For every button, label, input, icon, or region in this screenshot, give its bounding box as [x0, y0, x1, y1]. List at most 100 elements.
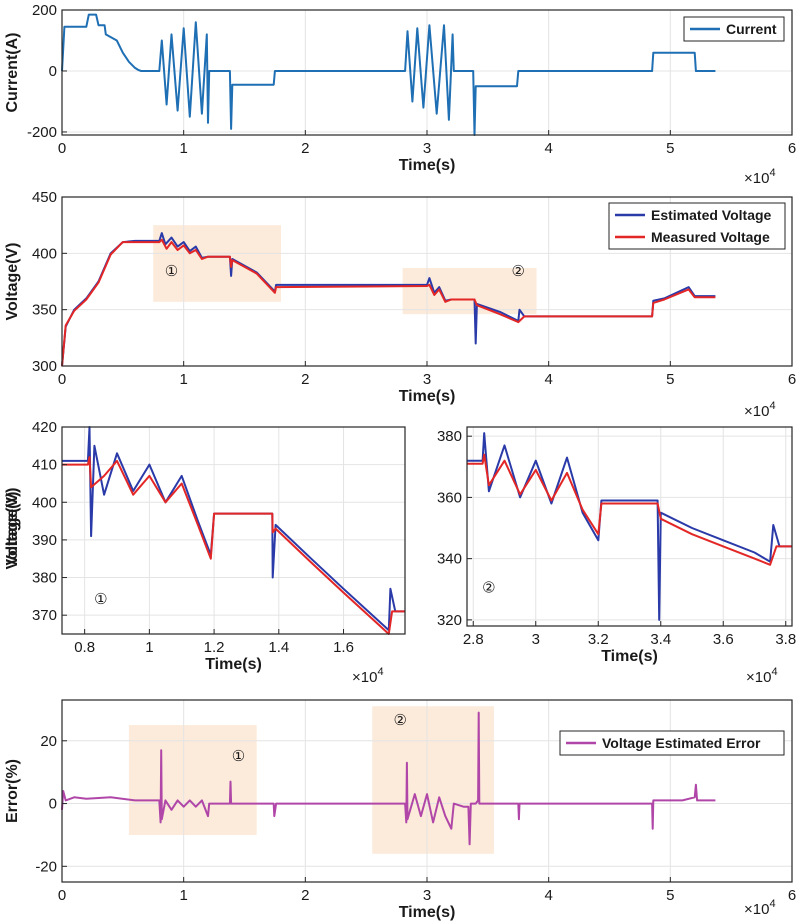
- y-tick-label: 380: [437, 428, 462, 445]
- y-tick-label: 320: [437, 612, 462, 629]
- region-marker: ②: [482, 579, 495, 596]
- y-tick-label: 0: [49, 63, 57, 80]
- y-tick-label: 300: [32, 358, 57, 375]
- region-marker: ②: [394, 712, 407, 729]
- x-axis-label: Time(s): [205, 656, 262, 673]
- x-tick-label: 3: [423, 887, 431, 904]
- y-tick-label: 20: [40, 733, 57, 750]
- x-tick-label: 3.4: [650, 631, 671, 648]
- series-line-measured-voltage: [467, 453, 792, 566]
- x-tick-label: 2: [301, 140, 309, 157]
- x-tick-label: 6: [788, 140, 796, 157]
- y-tick-label: 370: [32, 607, 57, 624]
- plot-frame: [466, 426, 793, 627]
- highlight-region-1: [128, 725, 257, 835]
- x-tick-label: 1: [179, 887, 187, 904]
- y-tick-label: 200: [32, 2, 57, 19]
- x-axis-label: Time(s): [399, 388, 456, 405]
- y-tick-label: 380: [32, 570, 57, 587]
- x-axis-label: Time(s): [601, 648, 658, 665]
- x-axis-multiplier: ×104: [744, 400, 776, 420]
- x-tick-label: 3: [423, 140, 431, 157]
- region-marker: ①: [94, 591, 107, 608]
- x-tick-label: 4: [544, 140, 552, 157]
- y-axis-label: Error(%): [4, 759, 21, 823]
- series-line-estimated-voltage: [62, 426, 405, 632]
- y-axis-label: Current(A): [4, 33, 21, 113]
- y-tick-label: -200: [27, 124, 57, 141]
- legend-label: Current: [726, 21, 777, 37]
- y-tick-label: 340: [437, 551, 462, 568]
- region-marker: ①: [232, 748, 245, 765]
- chart-voltage-full: 0 1 2 3 4 5 6 450 400 350 300 Time(s) Voltage(V) ×104…: [4, 189, 796, 420]
- chart-current: 0 1 2 3 4 5 62000-200Time(s)Current(A)×104Curr…: [4, 2, 796, 187]
- y-tick-label: 420: [32, 419, 57, 436]
- x-axis-multiplier: ×104: [744, 167, 776, 187]
- y-tick-label: 450: [32, 189, 57, 206]
- x-tick-label: 3.8: [775, 631, 796, 648]
- y-tick-label: -20: [35, 858, 57, 875]
- highlight-region-2: [402, 267, 537, 315]
- legend-label: Measured Voltage: [651, 229, 770, 245]
- x-tick-label: 6: [788, 371, 796, 388]
- x-axis-label: Time(s): [399, 904, 456, 921]
- x-tick-label: 4: [544, 887, 552, 904]
- legend-label: Voltage Estimated Error: [602, 735, 761, 751]
- y-tick-label: 350: [32, 302, 57, 319]
- series-line-measured-voltage: [61, 238, 716, 367]
- legend: Current: [683, 16, 785, 42]
- x-tick-label: 5: [666, 887, 674, 904]
- x-tick-label: 1.2: [204, 639, 225, 656]
- chart-voltage-zoom-2: 2.8 3 3.2 3.4 3.6 3.8 380 360 340 320 Time(s) Volta…: [4, 426, 796, 686]
- legend: Voltage Estimated Error: [559, 730, 785, 756]
- y-tick-label: 410: [32, 457, 57, 474]
- x-tick-label: 5: [666, 140, 674, 157]
- x-tick-label: 0.8: [74, 639, 95, 656]
- legend-box: [559, 730, 785, 756]
- y-tick-label: 360: [437, 489, 462, 506]
- highlight-region-2: [372, 706, 494, 854]
- y-axis-label: Voltage(V): [4, 492, 21, 570]
- x-tick-label: 0: [58, 140, 66, 157]
- y-tick-label: 0: [49, 796, 57, 813]
- highlight-region-1: [153, 225, 281, 302]
- x-axis-label: Time(s): [399, 157, 456, 174]
- x-tick-label: 1.4: [268, 639, 289, 656]
- region-marker: ②: [512, 263, 525, 280]
- x-tick-label: 6: [788, 887, 796, 904]
- x-tick-label: 1: [179, 140, 187, 157]
- x-tick-label: 1.6: [333, 639, 354, 656]
- x-tick-label: 2: [301, 371, 309, 388]
- x-axis-multiplier: ×104: [744, 898, 776, 918]
- x-tick-label: 3: [532, 631, 540, 648]
- x-tick-label: 2.8: [463, 631, 484, 648]
- legend-box: [608, 202, 786, 250]
- x-axis-multiplier: ×104: [352, 666, 384, 686]
- x-tick-label: 3.2: [588, 631, 609, 648]
- y-axis-label: Voltage(V): [4, 243, 21, 321]
- legend: Estimated Voltage Measured Voltage: [608, 202, 786, 250]
- x-tick-label: 1: [145, 639, 153, 656]
- plot-frame: [61, 426, 406, 635]
- x-tick-label: 1: [179, 371, 187, 388]
- y-tick-label: 400: [32, 245, 57, 262]
- x-axis-multiplier: ×104: [746, 666, 778, 686]
- x-tick-label: 5: [666, 371, 674, 388]
- x-tick-label: 2: [301, 887, 309, 904]
- y-tick-label: 400: [32, 494, 57, 511]
- series-line-voltage-estimated-error: [61, 711, 716, 846]
- series-line-estimated-voltage: [467, 432, 792, 621]
- x-tick-label: 0: [58, 371, 66, 388]
- series-line-current: [61, 13, 716, 136]
- x-tick-label: 3: [423, 371, 431, 388]
- y-tick-label: 390: [32, 532, 57, 549]
- x-tick-label: 3.6: [713, 631, 734, 648]
- series-line-measured-voltage: [62, 456, 405, 635]
- y-axis-label: Voltage(V): [4, 488, 21, 566]
- legend-label: Estimated Voltage: [651, 207, 772, 223]
- chart-voltage-zoom-1: 0.8 1 1.2 1.4 1.6 420 410 400 390 380 370 Time(s) Vo…: [4, 419, 406, 686]
- x-tick-label: 0: [58, 887, 66, 904]
- region-marker: ①: [165, 263, 178, 280]
- x-tick-label: 4: [544, 371, 552, 388]
